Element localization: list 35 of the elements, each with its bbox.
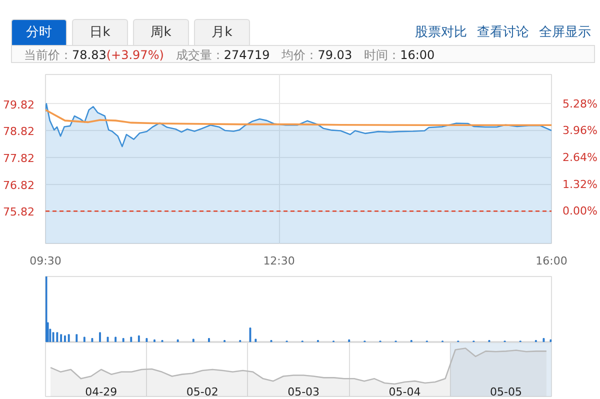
text: (+3.97%)	[106, 48, 164, 62]
x-tick-label: 16:00	[536, 254, 568, 268]
text: 股票对比	[415, 25, 467, 40]
line-series	[46, 108, 552, 126]
y-tick-label: 78.82	[3, 125, 35, 138]
y-tick-label: 77.82	[3, 152, 35, 166]
y2-tick-label: 2.64%	[562, 150, 598, 164]
text: 78.83	[72, 48, 106, 62]
x-tick-label: 05-05	[490, 386, 522, 399]
x-tick-label: 09:30	[30, 254, 62, 268]
y-tick-label: 79.82	[3, 98, 35, 112]
text: 均价：	[282, 48, 318, 62]
x-tick-label: 12:30	[263, 254, 295, 268]
text: 79.03	[318, 48, 352, 62]
text: 分时	[11, 19, 67, 45]
text: 查看讨论	[477, 25, 529, 40]
text: 时间：	[364, 48, 400, 62]
y2-tick-label: 1.32%	[562, 178, 598, 191]
y2-tick-label: 0.00%	[562, 204, 598, 218]
text: 274719	[224, 48, 270, 62]
y-tick-label: 75.82	[3, 206, 35, 219]
text: 成交量：	[176, 48, 224, 62]
x-tick-label: 05-04	[388, 386, 421, 399]
text: 日k	[72, 19, 128, 45]
y2-tick-label: 3.96%	[562, 124, 598, 138]
x-tick-label: 05-02	[186, 386, 218, 399]
text: 当前价：	[24, 48, 72, 62]
y2-tick-label: 5.28%	[562, 97, 598, 110]
y-tick-label: 76.82	[3, 178, 35, 192]
x-tick-label: 04-29	[85, 386, 118, 399]
text: 月k	[194, 19, 250, 45]
text: 全屏显示	[539, 25, 591, 40]
x-tick-label: 05-03	[288, 386, 320, 399]
text: 16:00	[400, 48, 435, 62]
text: 周k	[133, 19, 189, 45]
